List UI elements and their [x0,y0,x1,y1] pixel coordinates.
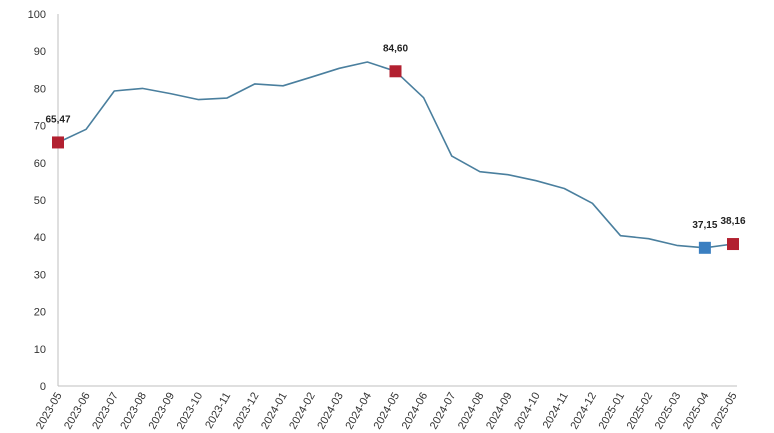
x-tick-label: 2024-03 [315,391,346,432]
y-tick-label: 20 [34,307,46,319]
series-line [57,61,734,249]
x-tick-label: 2023-07 [90,391,121,432]
x-tick-label: 2024-05 [372,391,403,432]
x-tick-label: 2024-10 [512,391,543,432]
x-tick-label: 2025-01 [597,391,628,432]
data-point-marker [52,136,64,149]
y-tick-label: 0 [40,381,46,393]
series-layer [57,61,734,249]
x-axis-ticks: 2023-052023-062023-072023-082023-092023-… [34,391,740,432]
x-tick-label: 2024-04 [343,391,374,432]
x-tick-label: 2024-01 [259,391,290,432]
marker-layer: 65,47 84,60 37,15 38,16 [45,43,746,254]
data-point-marker [727,238,739,251]
y-axis-ticks: 0 10 20 30 40 50 60 70 80 90 100 [28,9,46,393]
y-tick-label: 90 [34,46,46,58]
x-tick-label: 2024-11 [541,391,571,431]
x-tick-label: 2023-12 [231,391,262,432]
y-tick-label: 60 [34,158,46,170]
data-label: 37,15 [692,220,717,231]
x-tick-label: 2023-08 [118,391,149,432]
x-tick-label: 2023-10 [175,391,206,432]
x-tick-label: 2024-12 [568,391,599,432]
x-tick-label: 2024-08 [456,391,487,432]
y-tick-label: 70 [34,121,46,133]
x-tick-label: 2023-05 [34,391,65,432]
chart-axes [57,14,737,387]
x-tick-label: 2025-04 [681,391,712,432]
x-tick-label: 2025-02 [625,391,656,432]
data-point-marker [698,241,711,254]
x-tick-label: 2025-05 [709,391,740,432]
x-tick-label: 2023-11 [203,391,233,431]
data-label: 65,47 [45,114,70,125]
x-tick-label: 2025-03 [653,391,684,432]
x-tick-label: 2023-09 [147,391,178,432]
x-tick-label: 2023-06 [62,391,93,432]
y-tick-label: 50 [34,195,46,207]
y-tick-label: 100 [28,9,46,21]
y-tick-label: 10 [34,344,46,356]
x-tick-label: 2024-07 [428,391,459,432]
data-label: 38,16 [720,216,745,227]
x-tick-label: 2024-09 [484,391,515,432]
x-tick-label: 2024-02 [287,391,318,432]
data-label: 84,60 [383,43,408,54]
y-tick-label: 40 [34,232,46,244]
x-tick-label: 2024-06 [400,391,431,432]
y-tick-label: 30 [34,269,46,281]
data-point-marker [389,65,402,78]
y-tick-label: 80 [34,83,46,95]
